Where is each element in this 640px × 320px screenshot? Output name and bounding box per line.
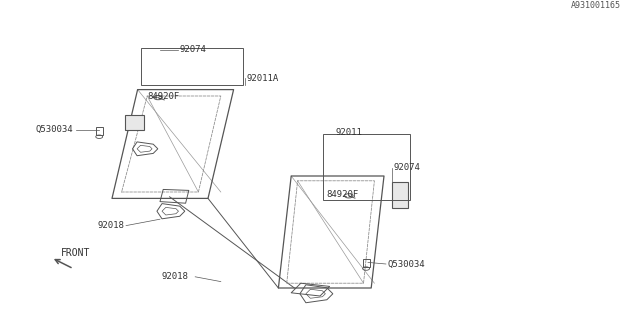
Bar bbox=[141, 48, 243, 85]
Text: 92011A: 92011A bbox=[246, 74, 278, 83]
Polygon shape bbox=[392, 182, 408, 208]
Text: 92011: 92011 bbox=[336, 128, 363, 137]
Text: A931001165: A931001165 bbox=[571, 1, 621, 10]
Text: 92018: 92018 bbox=[162, 272, 189, 281]
Polygon shape bbox=[125, 115, 144, 130]
Text: FRONT: FRONT bbox=[61, 248, 90, 258]
Bar bbox=[363, 259, 369, 267]
Text: 92074: 92074 bbox=[179, 45, 206, 54]
Text: 92074: 92074 bbox=[394, 164, 420, 172]
Text: 84920F: 84920F bbox=[147, 92, 179, 101]
Text: Q530034: Q530034 bbox=[36, 125, 74, 134]
Bar bbox=[96, 127, 102, 135]
Text: 92018: 92018 bbox=[98, 221, 125, 230]
Bar bbox=[323, 134, 410, 200]
Text: 84920F: 84920F bbox=[326, 190, 358, 199]
Text: Q530034: Q530034 bbox=[387, 260, 425, 268]
